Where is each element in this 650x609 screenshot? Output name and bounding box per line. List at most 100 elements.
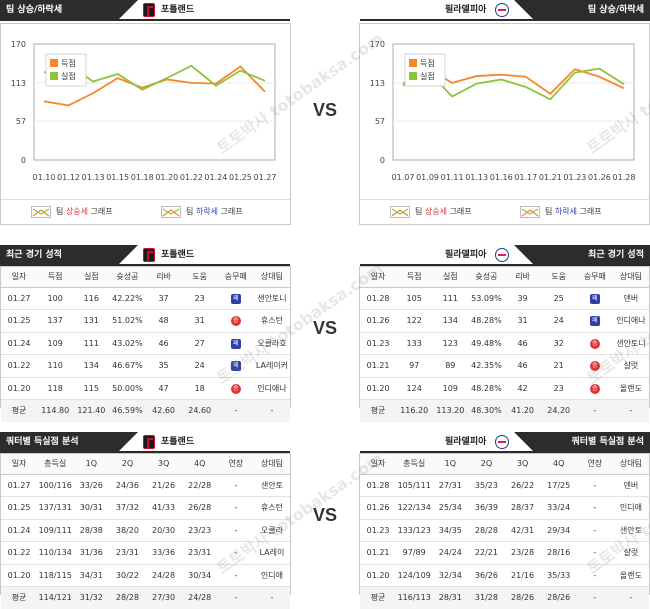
cell-result: 승 <box>576 354 613 378</box>
philadelphia-logo-icon <box>495 435 509 449</box>
cell-opponent: 샌안토니 <box>612 332 649 355</box>
team-name-right: 필라델피아 <box>445 250 487 260</box>
cell-q1: 32/34 <box>432 564 469 587</box>
cell-q3: 26/22 <box>504 474 541 497</box>
header-underline <box>0 19 290 21</box>
average-cell: 27/30 <box>145 586 182 609</box>
x-tick-label: 01.18 <box>131 173 154 182</box>
cell-q3: 24/28 <box>145 564 182 587</box>
cell-q4: 23/23 <box>181 519 218 542</box>
plot-area <box>392 43 635 161</box>
team-name-right: 필라델피아 <box>445 5 487 15</box>
down-trend-icon <box>520 205 540 218</box>
cell-date: 01.28 <box>360 287 397 310</box>
result-badge: 패 <box>589 316 600 327</box>
column-header: 상대팀 <box>612 267 649 288</box>
cell-q3: 20/30 <box>145 519 182 542</box>
cell-opponent: 샌안토니 <box>253 287 290 310</box>
cell-pts: 97 <box>396 354 433 378</box>
x-tick-label: 01.22 <box>180 173 203 182</box>
legend-up-prefix: 팀 <box>56 207 66 216</box>
cell-q4: 35/33 <box>540 564 577 587</box>
cell-ast: 27 <box>181 332 218 355</box>
cell-vs: 올랜도 <box>612 564 649 587</box>
cell-date: 01.21 <box>360 541 397 565</box>
cell-vs: 휴스턴 <box>253 496 290 520</box>
average-cell: 116/113 <box>396 586 433 609</box>
cell-q2: 37/32 <box>109 496 146 520</box>
legend-label: 실점 <box>420 71 435 81</box>
header-underline <box>360 19 650 21</box>
cell-reb: 37 <box>145 287 182 310</box>
legend-up-suffix: 그래프 <box>88 207 113 216</box>
cell-date: 01.24 <box>1 519 38 542</box>
cell-result: 승 <box>576 377 613 400</box>
average-cell: 28/26 <box>504 586 541 609</box>
cell-ast: 23 <box>540 377 577 400</box>
cell-q4: 22/28 <box>181 474 218 497</box>
average-cell: - <box>612 586 649 609</box>
header-slant <box>514 432 534 452</box>
column-header: 1Q <box>432 454 469 475</box>
cell-date: 01.25 <box>1 309 38 333</box>
cell-reb: 31 <box>504 309 541 333</box>
table-row: 01.21 97/89 24/24 22/21 23/28 28/16- 샬럿 <box>360 541 649 565</box>
result-badge: 승 <box>230 383 241 394</box>
column-header: 슛성공 <box>468 267 505 288</box>
average-cell: 116.20 <box>396 399 433 422</box>
header-underline <box>0 264 290 266</box>
cell-q3: 21/16 <box>504 564 541 587</box>
table-row: 01.27 100 116 42.22% 37 23 패 샌안토니 <box>1 287 290 310</box>
team-name-left: 포틀랜드 <box>161 5 195 15</box>
y-tick-label: 170 <box>11 40 26 49</box>
cell-q3: 23/28 <box>504 541 541 565</box>
legend-up-trend: 팀 상승세 그래프 <box>31 205 113 219</box>
cell-reb: 46 <box>504 332 541 355</box>
x-tick-label: 01.25 <box>229 173 252 182</box>
cell-q3: 28/37 <box>504 496 541 520</box>
result-badge: 승 <box>589 383 600 394</box>
cell-vs: 샌안토 <box>612 519 649 542</box>
cell-result: 패 <box>576 287 613 310</box>
column-header: 득점 <box>37 267 74 288</box>
x-tick-label: 01.13 <box>82 173 105 182</box>
cell-reb: 46 <box>504 354 541 378</box>
portland-logo-icon <box>143 435 155 449</box>
recent-table: 일자 득점 실점 슛성공 리바 도움 승무패 상대팀 01.28 105 111 53.09% 39 25… <box>360 267 649 422</box>
cell-q1: 24/24 <box>432 541 469 565</box>
average-cell: 28/31 <box>432 586 469 609</box>
header-slant <box>118 245 138 265</box>
cell-opponent: 샬럿 <box>612 354 649 378</box>
cell-opponent: 덴버 <box>612 287 649 310</box>
y-tick-label: 170 <box>370 40 385 49</box>
column-header: 승무패 <box>217 267 254 288</box>
chart-legend-bar-left: 팀 상승세 그래프 팀 하락세 그래프 <box>1 199 290 223</box>
x-tick-label: 01.17 <box>514 173 537 182</box>
x-tick-label: 01.13 <box>465 173 488 182</box>
cell-pts: 100 <box>37 287 74 310</box>
cell-opp: 115 <box>73 377 110 400</box>
average-cell: - <box>253 399 290 422</box>
cell-q1: 28/38 <box>73 519 110 542</box>
legend-down-word: 하락세 <box>195 207 218 216</box>
result-badge: 승 <box>230 316 241 327</box>
cell-result: 승 <box>217 309 254 333</box>
x-tick-label: 01.10 <box>33 173 56 182</box>
section-label-quarter-right: 쿼터별 득실점 분석 <box>534 432 650 452</box>
legend-down-trend: 팀 하락세 그래프 <box>161 205 243 219</box>
column-header: 도움 <box>540 267 577 288</box>
cell-fg: 48.28% <box>468 377 505 400</box>
column-header: 일자 <box>1 454 38 475</box>
cell-opp: 116 <box>73 287 110 310</box>
cell-q4: 26/28 <box>181 496 218 520</box>
result-badge: 패 <box>230 361 241 372</box>
cell-date: 01.28 <box>360 474 397 497</box>
cell-ast: 25 <box>540 287 577 310</box>
team-name-right: 필라델피아 <box>445 437 487 447</box>
header-slant <box>118 0 138 20</box>
average-row: 평균 114/121 31/32 28/28 27/30 24/28- - <box>1 586 290 609</box>
cell-reb: 35 <box>145 354 182 378</box>
recent-table: 일자 득점 실점 슛성공 리바 도움 승무패 상대팀 01.27 100 116 42.22% 37 23… <box>1 267 290 422</box>
result-badge: 패 <box>230 293 241 304</box>
header-slant <box>514 245 534 265</box>
